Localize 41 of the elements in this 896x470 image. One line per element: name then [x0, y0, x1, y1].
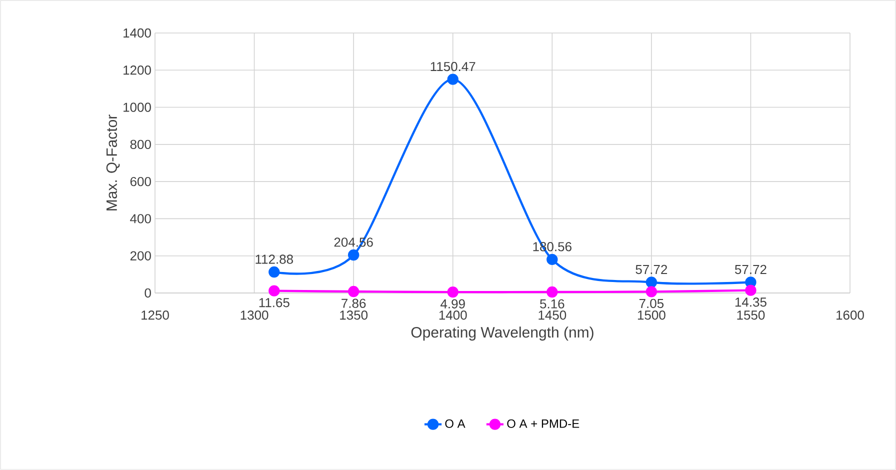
data-label: 14.35: [735, 298, 766, 307]
data-label: 5.16: [540, 299, 564, 308]
point: [447, 74, 458, 85]
point: [348, 286, 360, 298]
x-tick-label: 1550: [737, 310, 765, 320]
x-tick-label: 1500: [638, 310, 666, 320]
x-tick-label: 1350: [340, 310, 368, 320]
x-tick-label: 1400: [439, 310, 467, 320]
y-tick-label: 600: [130, 176, 151, 186]
point: [546, 254, 558, 266]
point: [646, 286, 658, 298]
y-tick-label: 1200: [124, 66, 151, 75]
x-tick-label: 1600: [836, 310, 864, 320]
y-tick-label: 1000: [124, 102, 151, 112]
point: [646, 276, 658, 288]
data-label: 4.99: [440, 299, 465, 308]
point: [447, 286, 458, 298]
data-label: 11.65: [259, 298, 290, 308]
x-tick-label: 1250: [142, 310, 169, 320]
data-label: 112.88: [256, 254, 293, 264]
point: [268, 285, 280, 296]
y-axis-title: Max. Q-Factor: [106, 114, 120, 210]
point: [268, 266, 280, 278]
x-tick-label: 1450: [538, 310, 566, 320]
data-label: 57.72: [636, 264, 668, 274]
data-label: 57.72: [734, 264, 766, 274]
point: [546, 286, 558, 298]
y-tick-label: 400: [130, 214, 151, 224]
y-tick-label: 800: [130, 140, 151, 150]
x-tick-label: 1300: [240, 310, 268, 320]
data-label: 1150.47: [430, 62, 476, 72]
point: [348, 249, 360, 261]
y-tick-label: 200: [130, 251, 151, 260]
legend-label: O A: [445, 419, 466, 428]
y-tick-label: 0: [144, 288, 151, 298]
legend-label: O A + PMD-E: [507, 419, 580, 428]
data-label: 7.86: [342, 298, 366, 308]
data-label: 7.05: [639, 298, 664, 308]
x-axis-title: Operating Wavelength (nm): [411, 326, 594, 341]
point: [745, 284, 756, 296]
y-tick-label: 1400: [124, 28, 151, 38]
